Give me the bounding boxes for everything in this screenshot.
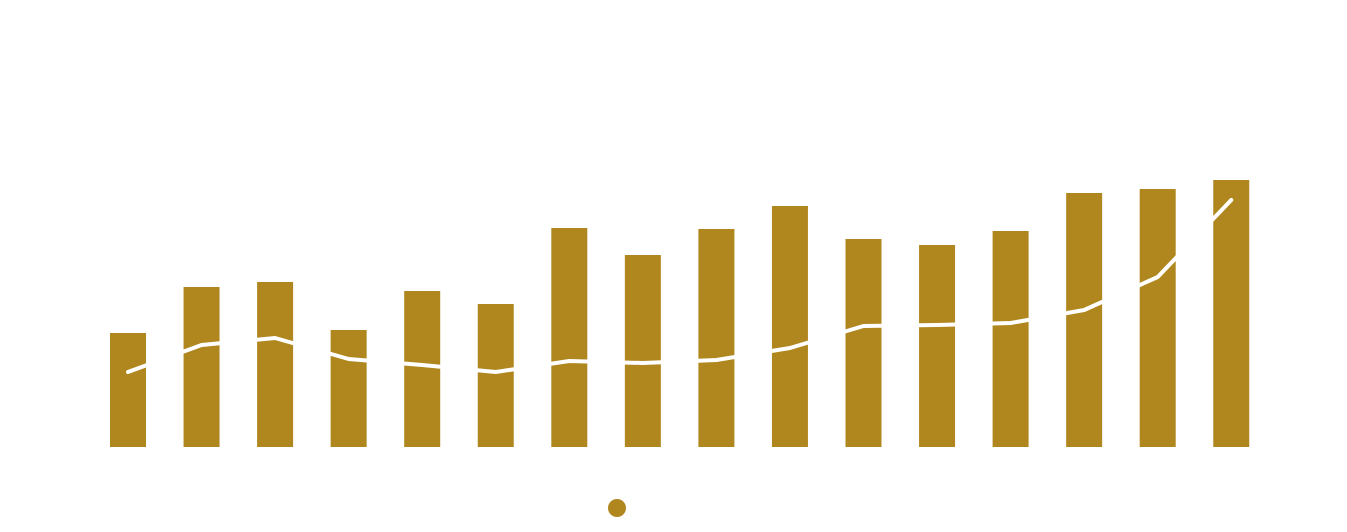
line-path bbox=[126, 198, 1234, 374]
bar bbox=[919, 245, 956, 447]
bar bbox=[992, 231, 1029, 447]
bar bbox=[183, 287, 220, 447]
bar bbox=[110, 333, 146, 447]
bar bbox=[1213, 180, 1250, 447]
bar bbox=[404, 291, 441, 447]
bar bbox=[330, 330, 367, 447]
bar bbox=[624, 255, 661, 447]
line-series bbox=[126, 198, 1234, 374]
bar-series bbox=[110, 180, 1250, 447]
bar bbox=[257, 282, 294, 447]
bar bbox=[551, 228, 588, 447]
bar bbox=[477, 304, 514, 447]
bar bbox=[845, 239, 882, 447]
bar bbox=[1066, 193, 1103, 447]
bar bbox=[1139, 189, 1176, 447]
legend-marker[interactable] bbox=[608, 499, 626, 517]
bar bbox=[771, 206, 808, 447]
bar bbox=[698, 229, 735, 447]
